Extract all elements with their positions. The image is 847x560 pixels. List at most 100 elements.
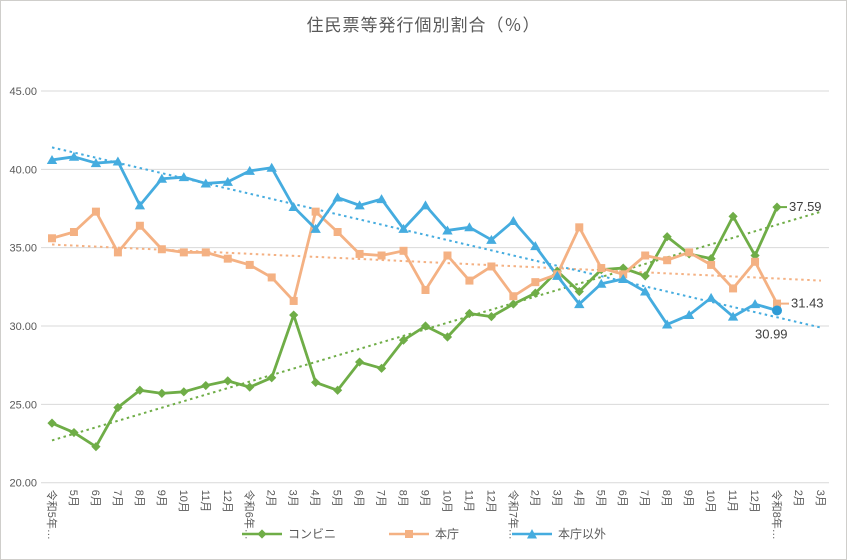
x-axis-tick-label: 3月 — [287, 490, 299, 507]
y-axis-tick-label: 40.00 — [9, 164, 37, 176]
diamond-marker-icon — [420, 321, 431, 331]
triangle-marker-icon — [639, 286, 651, 296]
legend-item-konbini: コンビニ — [241, 525, 336, 542]
square-marker-icon — [421, 285, 430, 294]
circle-marker-icon — [772, 305, 783, 316]
square-marker-icon — [773, 299, 782, 308]
x-axis-tick-label: 7月 — [111, 490, 123, 507]
diamond-marker-icon — [201, 380, 211, 391]
series-line — [51, 206, 779, 449]
diamond-marker-icon — [574, 286, 584, 297]
legend-label: コンビニ — [287, 527, 336, 541]
square-marker-icon — [289, 296, 298, 305]
square-marker-icon — [157, 245, 166, 254]
triangle-marker-icon — [354, 200, 365, 210]
x-axis-tick-label: 12月 — [484, 490, 496, 513]
x-axis-tick-label: 5月 — [331, 490, 343, 507]
x-axis-tick-label: 6月 — [353, 490, 365, 507]
diamond-marker-icon — [289, 310, 299, 320]
square-marker-icon — [48, 234, 56, 243]
triangle-marker-icon — [156, 173, 168, 183]
legend: コンビニ 本庁 本庁以外 — [1, 525, 846, 542]
diamond-marker-icon — [376, 363, 387, 373]
square-marker-icon — [91, 207, 100, 216]
triangle-marker-icon — [727, 311, 739, 321]
x-axis-tick-label: 2月 — [792, 490, 804, 507]
diamond-marker-icon — [728, 211, 738, 221]
square-marker-icon — [267, 273, 276, 282]
x-axis-tick-label: 12月 — [221, 490, 233, 513]
square-marker-icon — [135, 221, 144, 230]
diamond-marker-icon — [135, 385, 145, 395]
triangle-marker-icon — [178, 172, 190, 182]
square-marker-icon — [333, 228, 342, 237]
square-marker-icon — [597, 264, 606, 273]
legend-item-honcho-igai: 本庁以外 — [511, 525, 606, 542]
x-axis-tick-label: 令和7年… — [506, 490, 520, 540]
y-axis-tick-label: 30.00 — [9, 321, 37, 333]
square-marker-icon — [465, 276, 474, 285]
diamond-marker-icon — [157, 388, 167, 398]
x-axis-tick-label: 4月 — [309, 490, 321, 507]
x-axis-tick-label: 8月 — [397, 490, 409, 507]
square-marker-icon — [707, 260, 716, 269]
square-marker-icon — [245, 260, 254, 269]
triangle-marker-icon — [200, 178, 211, 188]
diamond-marker-icon — [311, 377, 321, 388]
triangle-marker-icon — [244, 165, 255, 175]
triangle-marker-icon — [618, 274, 629, 284]
square-marker-icon — [531, 278, 540, 287]
triangle-marker-icon — [464, 222, 475, 232]
triangle-marker-icon — [376, 194, 387, 204]
legend-swatch-line-diamond-icon — [241, 528, 282, 539]
diamond-marker-icon — [245, 382, 255, 392]
x-axis-tick-label: 10月 — [704, 490, 716, 513]
square-marker-icon — [487, 262, 496, 271]
x-axis-tick-label: 9月 — [682, 490, 694, 507]
diamond-marker-icon — [640, 271, 650, 281]
square-marker-icon — [355, 249, 364, 258]
triangle-marker-icon — [332, 192, 343, 202]
diamond-marker-icon — [333, 385, 343, 395]
y-axis-tick-label: 20.00 — [9, 478, 37, 490]
square-marker-icon — [179, 248, 188, 257]
square-marker-icon — [399, 246, 408, 255]
diamond-marker-icon — [662, 232, 672, 242]
triangle-marker-icon — [398, 223, 409, 233]
series-end-label: 30.99 — [755, 327, 788, 342]
triangle-marker-icon — [530, 241, 541, 251]
x-axis-tick-label: 6月 — [89, 490, 101, 507]
diamond-marker-icon — [464, 308, 475, 319]
triangle-marker-icon — [661, 319, 673, 329]
diamond-marker-icon — [486, 312, 496, 322]
x-axis-tick-label: 11月 — [726, 490, 738, 512]
series-line — [51, 210, 779, 305]
triangle-marker-icon — [420, 200, 431, 210]
triangle-marker-icon — [442, 225, 453, 235]
series-line — [51, 155, 778, 326]
diamond-marker-icon — [91, 442, 101, 452]
square-marker-icon — [201, 248, 210, 257]
diamond-marker-icon — [442, 332, 453, 342]
square-marker-icon — [685, 248, 694, 257]
x-axis-tick-label: 8月 — [660, 490, 672, 507]
x-axis-tick-label: 11月 — [199, 490, 211, 512]
triangle-marker-icon — [134, 200, 146, 210]
square-marker-icon — [729, 284, 738, 293]
diamond-marker-icon — [772, 202, 782, 212]
diamond-marker-icon — [354, 357, 365, 367]
square-marker-icon — [641, 251, 650, 260]
triangle-marker-icon — [112, 156, 124, 166]
square-marker-icon — [223, 254, 232, 263]
triangle-marker-icon — [310, 223, 321, 233]
x-axis-tick-label: 5月 — [594, 490, 606, 507]
triangle-marker-icon — [574, 299, 585, 309]
diamond-marker-icon — [113, 402, 123, 413]
triangle-marker-icon — [46, 154, 58, 164]
x-axis-tick-label: 3月 — [550, 490, 562, 507]
series-end-label: 37.59 — [789, 199, 822, 214]
square-marker-icon — [311, 207, 320, 216]
triangle-marker-icon — [749, 299, 761, 309]
